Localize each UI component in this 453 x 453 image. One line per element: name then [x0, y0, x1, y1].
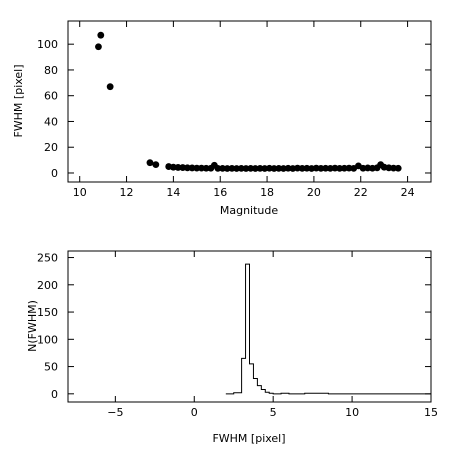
scatter-x-tick-label: 14	[166, 186, 180, 199]
scatter-points	[95, 31, 402, 172]
scatter-x-tick-label: 16	[213, 186, 227, 199]
histogram-plot-frame	[67, 250, 432, 403]
histogram-panel: −5 0 5 10 15 0 50 100 150 200 250 FWHM [pixel] N(…	[26, 250, 438, 445]
scatter-y-tick-label: 60	[44, 90, 58, 103]
scatter-x-tick-label: 20	[307, 186, 321, 199]
scatter-point	[95, 43, 102, 51]
scatter-y-ticks: 0 20 40 60 80 100	[37, 38, 431, 180]
histogram-x-ticks: −5 0 5 10 15	[107, 251, 438, 419]
scatter-point	[202, 164, 210, 172]
histogram-x-tick-label: 15	[424, 406, 438, 419]
histogram-y-tick-label: 150	[37, 306, 58, 319]
scatter-point	[193, 164, 201, 172]
histogram-x-tick-label: 5	[270, 406, 277, 419]
scatter-plot-frame	[67, 20, 432, 183]
histogram-x-tick-label: −5	[107, 406, 123, 419]
scatter-point	[394, 164, 402, 172]
scatter-x-tick-label: 22	[354, 186, 368, 199]
scatter-x-axis-label: Magnitude	[220, 204, 279, 217]
scatter-y-tick-label: 100	[37, 38, 58, 51]
scatter-x-ticks: 10 12 14 16 18 20 22 24	[73, 21, 415, 199]
scatter-point	[214, 164, 222, 172]
scatter-x-tick-label: 12	[120, 186, 134, 199]
histogram-x-axis-label: FWHM [pixel]	[212, 432, 285, 445]
scatter-point	[152, 161, 160, 169]
histogram-y-tick-label: 50	[44, 361, 58, 374]
histogram-x-tick-label: 10	[345, 406, 359, 419]
scatter-x-tick-label: 24	[401, 186, 415, 199]
histogram-y-ticks: 0 50 100 150 200 250	[37, 252, 431, 401]
histogram-y-tick-label: 100	[37, 333, 58, 346]
histogram-x-tick-label: 0	[191, 406, 198, 419]
scatter-point	[106, 83, 114, 91]
histogram-step-line	[225, 263, 431, 395]
scatter-y-tick-label: 20	[44, 141, 58, 154]
histogram-y-tick-label: 200	[37, 279, 58, 292]
scatter-x-tick-label: 10	[73, 186, 87, 199]
histogram-y-tick-label: 0	[51, 388, 58, 401]
histogram-y-tick-label: 250	[37, 252, 58, 265]
scatter-y-axis-label: FWHM [pixel]	[12, 64, 25, 137]
scatter-y-tick-label: 40	[44, 115, 58, 128]
histogram-y-axis-label: N(FWHM)	[26, 300, 39, 352]
scatter-point	[97, 31, 105, 39]
scatter-y-tick-label: 80	[44, 64, 58, 77]
scatter-x-tick-label: 18	[260, 186, 274, 199]
scatter-point	[146, 159, 154, 167]
scatter-y-tick-label: 0	[51, 167, 58, 180]
